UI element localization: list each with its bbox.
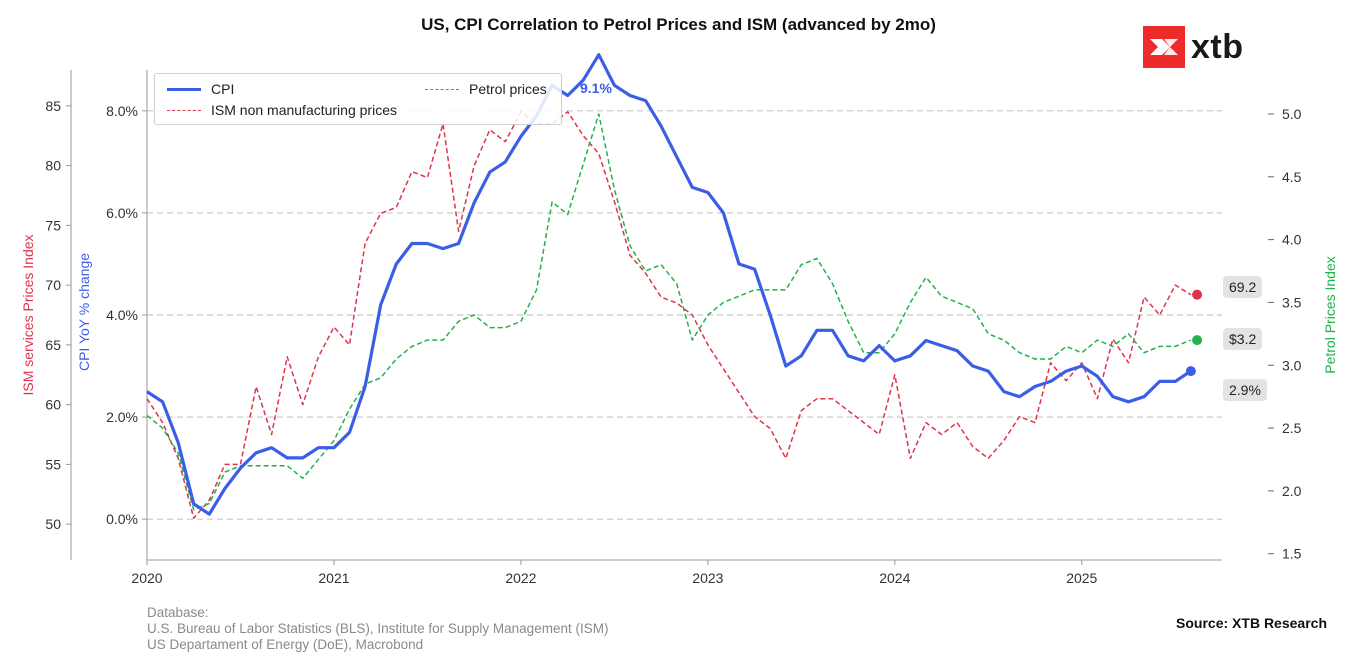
cpi-tick-label: 4.0%	[106, 307, 138, 323]
x-tick-label: 2023	[692, 570, 723, 586]
ism-tick-label: 60	[45, 397, 61, 413]
legend-label-ism: ISM non manufacturing prices	[211, 102, 397, 118]
ism-last-point	[1192, 289, 1203, 300]
cpi-last-point	[1185, 366, 1196, 377]
xtb-logo: xtb	[1143, 26, 1244, 68]
petrol-tick-label: 3.5	[1282, 294, 1302, 310]
ism-tick-label: 75	[45, 217, 61, 233]
ism-tick-label: 70	[45, 277, 61, 293]
ism-axis-title: ISM services Prices Index	[20, 234, 36, 395]
petrol-tick-label: 1.5	[1282, 546, 1302, 562]
ism-tick-label: 80	[45, 158, 61, 174]
petrol-last-value-badge: $3.2	[1223, 328, 1263, 350]
cpi-tick-label: 6.0%	[106, 205, 138, 221]
footnote-line: U.S. Bureau of Labor Statistics (BLS), I…	[147, 621, 609, 636]
footnote-line: Database:	[147, 605, 209, 620]
legend-item-ism: ISM non manufacturing prices	[167, 102, 397, 118]
legend-swatch-ism	[167, 109, 201, 111]
footnote-line: US Departament of Energy (DoE), Macrobon…	[147, 637, 424, 652]
petrol-tick-label: 4.0	[1282, 232, 1302, 248]
legend-item-cpi: CPI	[167, 81, 234, 97]
legend-label-petrol: Petrol prices	[469, 81, 547, 97]
data-sources-footnote: Database: U.S. Bureau of Labor Statistic…	[147, 605, 608, 653]
cpi-tick-label: 0.0%	[106, 511, 138, 527]
petrol-axis-title: Petrol Prices Index	[1322, 256, 1338, 374]
ism-tick-label: 85	[45, 98, 61, 114]
ism-tick-label: 65	[45, 337, 61, 353]
x-tick-label: 2022	[505, 570, 536, 586]
petrol-tick-label: 4.5	[1282, 169, 1302, 185]
cpi-last-value-badge: 2.9%	[1223, 379, 1267, 401]
series-line-petrol-prices	[146, 113, 1192, 511]
x-tick-label: 2021	[318, 570, 349, 586]
petrol-tick-label: 2.0	[1282, 483, 1302, 499]
x-tick-label: 2020	[131, 570, 162, 586]
ism-tick-label: 50	[45, 516, 61, 532]
xtb-logo-mark-icon	[1143, 26, 1185, 68]
ism-tick-label: 55	[45, 456, 61, 472]
source-label: Source: XTB Research	[1176, 615, 1327, 631]
xtb-logo-text: xtb	[1191, 27, 1244, 66]
cpi-axis-title: CPI YoY % change	[76, 253, 92, 371]
petrol-tick-label: 3.0	[1282, 357, 1302, 373]
cpi-peak-label: 9.1%	[580, 80, 612, 96]
chart-legend: CPI ISM non manufacturing prices Petrol …	[154, 73, 562, 125]
legend-swatch-cpi	[167, 87, 201, 91]
legend-label-cpi: CPI	[211, 81, 235, 97]
petrol-last-point	[1192, 335, 1203, 346]
petrol-tick-label: 5.0	[1282, 106, 1302, 122]
legend-swatch-petrol	[425, 88, 459, 90]
series-line-cpi	[146, 53, 1192, 516]
x-tick-label: 2025	[1066, 570, 1097, 586]
series-line-ism-non-manufacturing-prices	[146, 111, 1192, 519]
petrol-tick-label: 2.5	[1282, 420, 1302, 436]
chart-title: US, CPI Correlation to Petrol Prices and…	[421, 15, 936, 34]
legend-item-petrol: Petrol prices	[425, 81, 547, 97]
ism-last-value-badge: 69.2	[1223, 276, 1263, 298]
cpi-tick-label: 2.0%	[106, 409, 138, 425]
x-tick-label: 2024	[879, 570, 910, 586]
cpi-tick-label: 8.0%	[106, 103, 138, 119]
